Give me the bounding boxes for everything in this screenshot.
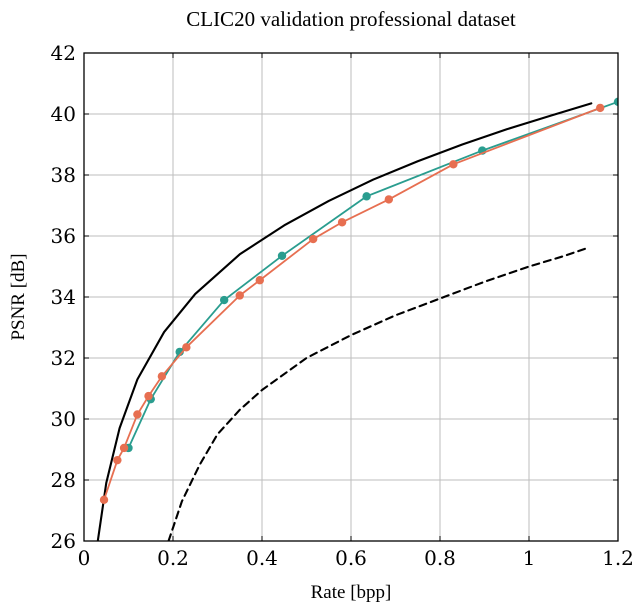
x-tick-label: 1.2: [602, 546, 634, 570]
grid: [84, 53, 618, 541]
series-3-point: [133, 410, 142, 419]
series-line-1: [167, 247, 588, 541]
x-tick-label: 0.8: [424, 546, 456, 570]
ticks: 0 0.2 0.4 0.6 0.8 1 1.2 26 28 30 32 34 36 38 40 42: [51, 41, 634, 570]
series-3-point: [157, 372, 167, 381]
x-axis-title: Rate [bpp]: [311, 582, 392, 603]
y-axis-title: PSNR [dB]: [8, 253, 29, 340]
series-line-3: [103, 107, 602, 501]
y-tick-label: 28: [51, 468, 76, 492]
series-3-point: [99, 495, 109, 505]
x-tick-label: 0.6: [335, 546, 367, 570]
y-tick-label: 26: [51, 529, 76, 553]
y-tick-label: 42: [51, 41, 76, 65]
series-2-point: [362, 192, 371, 201]
y-tick-label: 40: [51, 102, 76, 126]
series-3-point: [113, 455, 122, 465]
y-tick-label: 30: [51, 407, 76, 431]
series-line-2: [127, 100, 618, 449]
series-3-point: [308, 234, 318, 244]
x-tick-label: 1: [523, 546, 536, 570]
series-3-point: [337, 218, 347, 227]
series-2-point: [613, 97, 618, 106]
y-tick-label: 34: [51, 285, 76, 309]
series-3-point: [449, 160, 458, 169]
series-3-point: [182, 343, 191, 352]
series-group: [96, 97, 618, 541]
series-3-point: [255, 276, 264, 285]
series-layer: [96, 97, 618, 541]
y-tick-label: 32: [51, 346, 76, 370]
x-tick-label: 0: [78, 546, 91, 570]
x-tick-label: 0.4: [246, 546, 278, 570]
y-tick-label: 38: [51, 163, 76, 187]
series-2-point: [219, 295, 229, 305]
x-tick-label: 0.2: [157, 546, 189, 570]
series-3-point: [144, 391, 153, 401]
series-2-point: [277, 251, 287, 261]
series-line-0: [96, 102, 593, 541]
series-3-point: [596, 103, 605, 113]
chart-title: CLIC20 validation professional dataset: [186, 7, 516, 31]
series-3-point: [119, 443, 129, 453]
series-3-point: [235, 291, 244, 300]
series-3-point: [384, 195, 394, 204]
y-tick-label: 36: [51, 224, 76, 248]
